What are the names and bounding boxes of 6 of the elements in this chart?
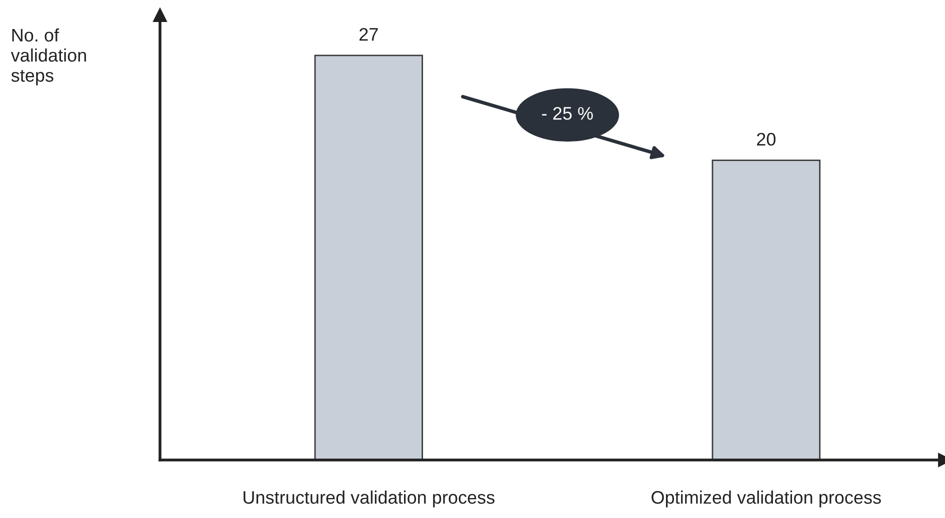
x-tick-label: Unstructured validation process: [244, 490, 494, 508]
data-label: 20: [757, 132, 776, 146]
x-tick-label: Optimized validation process: [652, 490, 881, 508]
annotation: - 25 %: [542, 107, 593, 120]
data-label: 27: [360, 28, 378, 41]
y-axis-title: No. of validation steps: [10, 28, 86, 86]
